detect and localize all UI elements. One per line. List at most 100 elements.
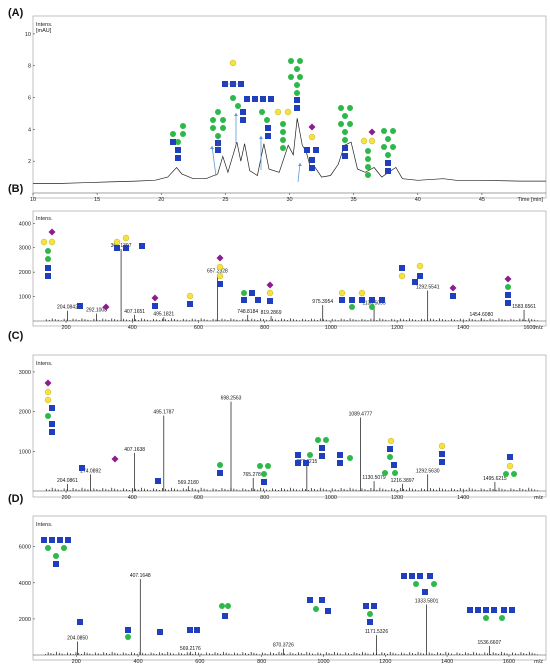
mannose-circle-icon (175, 139, 181, 145)
mannose-circle-icon (225, 603, 231, 609)
peak-label: 819.2869 (261, 310, 282, 316)
x-tick-label: 600 (194, 495, 203, 501)
y-tick-label: 2 (28, 159, 31, 165)
glcnac-square-icon (505, 292, 511, 298)
glcnac-square-icon (241, 297, 247, 303)
glcnac-square-icon (125, 627, 131, 633)
peak-label: 1495.6215 (483, 476, 507, 482)
mannose-circle-icon (257, 463, 263, 469)
mannose-circle-icon (365, 172, 371, 178)
arrow-line (297, 162, 301, 183)
glcnac-square-icon (294, 105, 300, 111)
x-tick-label: 600 (195, 659, 204, 665)
mannose-circle-icon (288, 74, 294, 80)
galactose-circle-icon (48, 238, 56, 246)
glcnac-square-icon (349, 297, 355, 303)
panel-a: (A) Intens.[mAU] 10 15 20 25 30 35 40 45 Time [min… (8, 7, 547, 203)
glcnac-square-icon (509, 607, 515, 613)
galactose-circle-icon (387, 437, 395, 445)
x-tick-label: 1200 (391, 495, 403, 501)
mannose-circle-icon (365, 148, 371, 154)
mannose-circle-icon (61, 545, 67, 551)
glcnac-square-icon (265, 125, 271, 131)
peak-label: 1536.6607 (478, 640, 502, 646)
galactose-circle-icon (368, 137, 376, 145)
mannose-circle-icon (45, 248, 51, 254)
glcnac-square-icon (439, 451, 445, 457)
mannose-circle-icon (53, 553, 59, 559)
arrow-head-icon (210, 146, 214, 149)
mannose-circle-icon (390, 144, 396, 150)
mannose-circle-icon (392, 470, 398, 476)
mannose-circle-icon (387, 454, 393, 460)
glcnac-square-icon (412, 279, 418, 285)
galactose-circle-icon (216, 263, 224, 271)
x-axis-label: m/z (534, 325, 543, 331)
mannose-circle-icon (180, 123, 186, 129)
mannose-circle-icon (381, 144, 387, 150)
galactose-circle-icon (338, 289, 346, 297)
glcnac-square-icon (325, 608, 331, 614)
glcnac-square-icon (217, 470, 223, 476)
peak-label: 1454.6080 (470, 312, 494, 318)
glcnac-square-icon (57, 537, 63, 543)
mannose-circle-icon (180, 131, 186, 137)
mannose-circle-icon (347, 455, 353, 461)
peak-label: 1292.5541 (416, 284, 440, 290)
x-tick-label: 200 (62, 495, 71, 501)
mannose-circle-icon (220, 125, 226, 131)
mannose-circle-icon (217, 462, 223, 468)
glcnac-square-icon (114, 245, 120, 251)
panel-b: (B) Intens. 200 400 600 800 1000 1200 1400 1600m/… (8, 183, 547, 331)
arrow-head-icon (298, 163, 302, 166)
y-tick-label: 2000 (19, 270, 31, 276)
glcnac-square-icon (319, 453, 325, 459)
mannose-circle-icon (505, 284, 511, 290)
plot-frame (32, 210, 547, 327)
x-tick-label: 40 (415, 197, 421, 203)
glcnac-square-icon (367, 619, 373, 625)
glcnac-square-icon (187, 301, 193, 307)
glcnac-square-icon (309, 157, 315, 163)
x-tick-label: 1400 (441, 659, 453, 665)
glcnac-square-icon (319, 445, 325, 451)
y-tick-label: 8 (28, 64, 31, 70)
mannose-circle-icon (288, 58, 294, 64)
y-tick-label: 1000 (19, 295, 31, 301)
glcnac-square-icon (261, 479, 267, 485)
y-tick-label: 4000 (19, 221, 31, 227)
mannose-circle-icon (280, 121, 286, 127)
mannose-circle-icon (431, 581, 437, 587)
mannose-circle-icon (382, 470, 388, 476)
sialic-acid-diamond-icon (266, 281, 274, 289)
sialic-acid-diamond-icon (48, 228, 56, 236)
mannose-circle-icon (230, 95, 236, 101)
glcnac-square-icon (385, 168, 391, 174)
glcnac-square-icon (240, 117, 246, 123)
glcnac-square-icon (399, 265, 405, 271)
glcnac-square-icon (363, 603, 369, 609)
peak-label: 1333.5801 (415, 598, 439, 604)
galactose-circle-icon (122, 234, 130, 242)
y-tick-label: 6000 (19, 545, 31, 551)
glcnac-square-icon (217, 281, 223, 287)
x-tick-label: 15 (94, 197, 100, 203)
galactose-circle-icon (186, 292, 194, 300)
x-tick-label: 400 (128, 495, 137, 501)
mannose-circle-icon (280, 137, 286, 143)
mannose-circle-icon (261, 471, 267, 477)
peak-label: 1130.5079 (362, 475, 385, 481)
glcnac-square-icon (157, 629, 163, 635)
mannose-circle-icon (265, 463, 271, 469)
mannose-circle-icon (347, 121, 353, 127)
y-tick-label: 10 (25, 32, 31, 38)
galactose-circle-icon (274, 108, 282, 116)
sialic-acid-diamond-icon (449, 284, 457, 292)
x-tick-label: 45 (479, 197, 485, 203)
mannose-circle-icon (385, 136, 391, 142)
glcnac-square-icon (65, 537, 71, 543)
glcnac-square-icon (304, 147, 310, 153)
mannose-circle-icon (220, 117, 226, 123)
y-tick-label: 1000 (19, 449, 31, 455)
